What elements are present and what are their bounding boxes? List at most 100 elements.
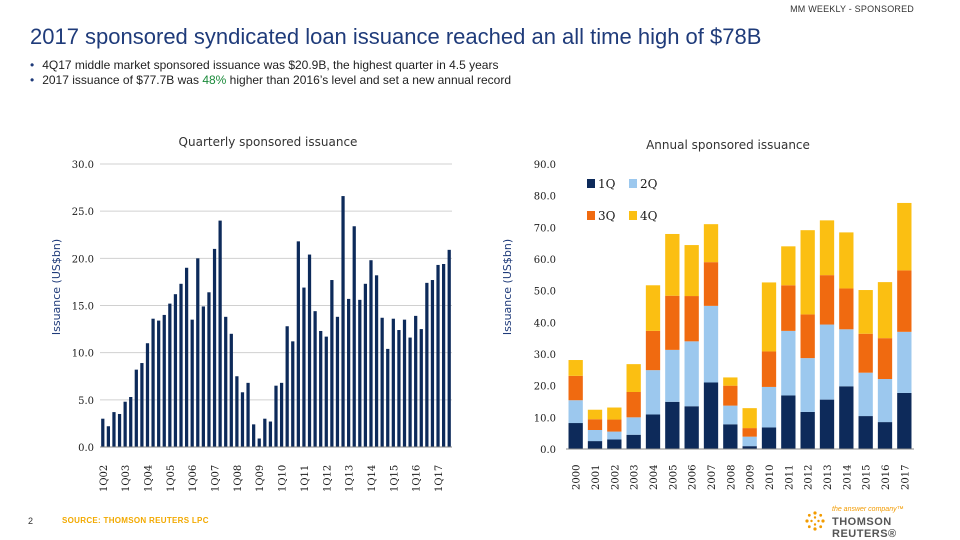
quarterly-bar <box>397 330 401 447</box>
annual-x-tick-label: 2007 <box>707 465 718 490</box>
quarterly-bar <box>229 333 233 447</box>
annual-bar-segment-2q <box>703 305 719 383</box>
quarterly-bar <box>363 283 368 447</box>
quarterly-bar <box>358 299 362 447</box>
annual-bar-segment-4q <box>800 230 815 315</box>
annual-bar-segment-1q <box>665 401 680 449</box>
quarterly-x-tick-label: 1Q09 <box>255 465 266 492</box>
annual-x-tick-label: 2011 <box>784 465 795 490</box>
annual-x-tick-label: 2010 <box>765 465 776 490</box>
annual-bar-segment-1q <box>897 392 912 449</box>
quarterly-bar <box>157 320 161 447</box>
quarterly-bar <box>391 318 395 447</box>
annual-bar-segment-2q <box>858 372 873 417</box>
quarterly-bar <box>341 196 345 447</box>
annual-bar-segment-1q <box>703 382 719 449</box>
annual-bar-segment-4q <box>858 290 873 334</box>
quarterly-bar <box>184 267 189 447</box>
quarterly-bar <box>352 226 356 447</box>
annual-bar-segment-2q <box>819 324 835 400</box>
annual-y-tick-label: 10.0 <box>534 413 556 424</box>
annual-bar-segment-4q <box>781 246 796 286</box>
annual-bar-segment-3q <box>839 288 854 330</box>
annual-bar-segment-3q <box>723 385 738 406</box>
annual-bar-segment-2q <box>626 417 641 435</box>
bullet-item: 2017 issuance of $77.7B was 48% higher t… <box>30 73 511 88</box>
quarterly-bar <box>302 287 306 447</box>
quarterly-bar <box>151 318 155 447</box>
quarterly-bar <box>374 275 379 447</box>
quarterly-bar <box>145 343 150 447</box>
annual-legend-swatch <box>587 211 595 220</box>
quarterly-bar <box>430 280 435 447</box>
quarterly-x-tick-label: 1Q17 <box>434 465 445 492</box>
quarterly-x-tick-label: 1Q16 <box>412 465 423 492</box>
quarterly-bar <box>447 249 451 447</box>
quarterly-y-axis-label: Issuance (US$bn) <box>50 239 63 335</box>
quarterly-x-tick-label: 1Q11 <box>300 465 311 492</box>
report-tag: MM WEEKLY - SPONSORED <box>790 4 914 14</box>
annual-bar-segment-2q <box>665 349 680 402</box>
annual-bar-segment-2q <box>723 405 738 425</box>
annual-bar-segment-1q <box>626 434 641 449</box>
quarterly-bar <box>274 385 278 447</box>
quarterly-bar <box>207 292 211 447</box>
annual-bar-segment-2q <box>897 331 912 393</box>
annual-y-tick-label: 60.0 <box>534 255 556 266</box>
annual-bar-segment-4q <box>742 408 757 429</box>
annual-bar-segment-2q <box>645 370 661 415</box>
quarterly-bar <box>112 412 116 447</box>
annual-bar-segment-2q <box>761 386 777 428</box>
annual-bar-segment-3q <box>684 296 699 342</box>
source-note: SOURCE: THOMSON REUTERS LPC <box>62 516 209 525</box>
annual-x-tick-label: 2012 <box>804 465 815 490</box>
annual-bar-segment-1q <box>645 414 661 449</box>
quarterly-x-tick-label: 1Q03 <box>121 465 132 492</box>
quarterly-bar <box>313 311 317 447</box>
quarterly-bar <box>117 413 122 447</box>
quarterly-bar <box>101 418 105 447</box>
quarterly-bar <box>162 314 166 447</box>
quarterly-bar <box>425 282 429 447</box>
quarterly-bar <box>179 283 183 447</box>
annual-legend-label: 3Q <box>598 209 616 223</box>
annual-y-tick-label: 90.0 <box>534 160 556 171</box>
annual-bar-segment-1q <box>723 424 738 449</box>
annual-bar-segment-2q <box>877 379 893 423</box>
annual-bar-segment-3q <box>568 375 583 401</box>
quarterly-bar <box>190 319 194 447</box>
annual-bar-segment-4q <box>703 224 719 263</box>
annual-x-tick-label: 2017 <box>900 465 911 490</box>
annual-y-tick-label: 30.0 <box>534 350 556 361</box>
annual-x-tick-label: 2013 <box>823 465 834 490</box>
quarterly-x-tick-label: 1Q02 <box>99 465 110 492</box>
annual-bar-segment-4q <box>568 360 583 376</box>
annual-x-tick-label: 2000 <box>572 465 583 490</box>
quarterly-bar <box>335 316 340 447</box>
annual-chart-title: Annual sponsored issuance <box>646 138 810 152</box>
page-number: 2 <box>28 516 34 526</box>
annual-legend-swatch <box>629 179 637 188</box>
quarterly-bar <box>436 264 440 447</box>
annual-bar-segment-3q <box>607 419 622 432</box>
summary-bullets: 4Q17 middle market sponsored issuance wa… <box>30 58 511 88</box>
bullet-item: 4Q17 middle market sponsored issuance wa… <box>30 58 511 73</box>
bullet-text: 4Q17 middle market sponsored issuance wa… <box>42 58 499 72</box>
annual-x-tick-label: 2002 <box>610 465 621 490</box>
logo-dots-icon <box>805 511 825 531</box>
annual-bar-segment-2q <box>684 341 699 407</box>
quarterly-bar <box>263 418 267 447</box>
quarterly-bar <box>252 424 256 447</box>
bullet-text-end: higher than 2016’s level and set a new a… <box>226 73 511 87</box>
logo-tagline: the answer company™ <box>832 506 904 513</box>
quarterly-chart-title: Quarterly sponsored issuance <box>179 135 358 149</box>
quarterly-bar <box>380 317 384 447</box>
annual-x-tick-label: 2016 <box>881 465 892 490</box>
quarterly-bar <box>347 298 351 447</box>
quarterly-bar <box>196 258 200 447</box>
annual-legend-label: 1Q <box>598 177 616 191</box>
annual-x-tick-label: 2008 <box>726 465 737 490</box>
quarterly-bar <box>324 336 328 447</box>
quarterly-y-tick-label: 25.0 <box>72 207 94 218</box>
